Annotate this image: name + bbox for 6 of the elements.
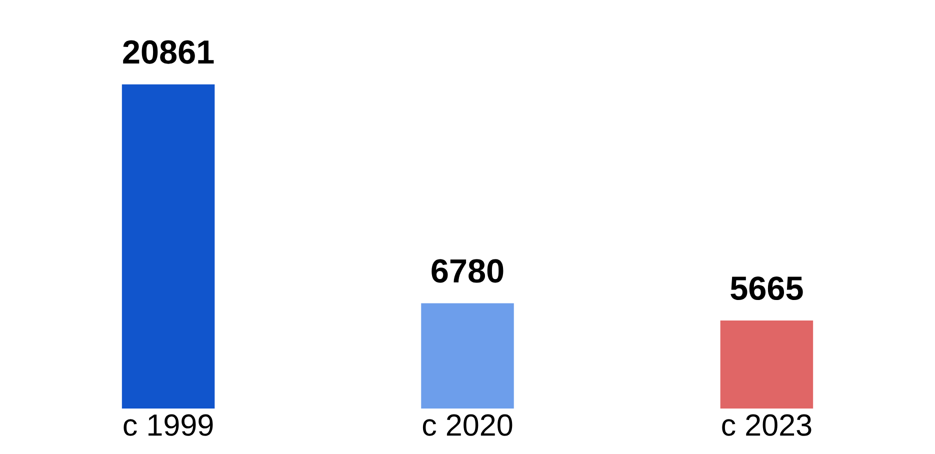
- data-label: 20861: [123, 40, 214, 64]
- data-label: 6780: [432, 259, 504, 283]
- x-tick-label: с 2020: [422, 414, 512, 436]
- x-tick-label: с 1999: [124, 414, 213, 436]
- data-label: 5665: [730, 276, 803, 300]
- x-tick-label: с 2023: [722, 414, 812, 436]
